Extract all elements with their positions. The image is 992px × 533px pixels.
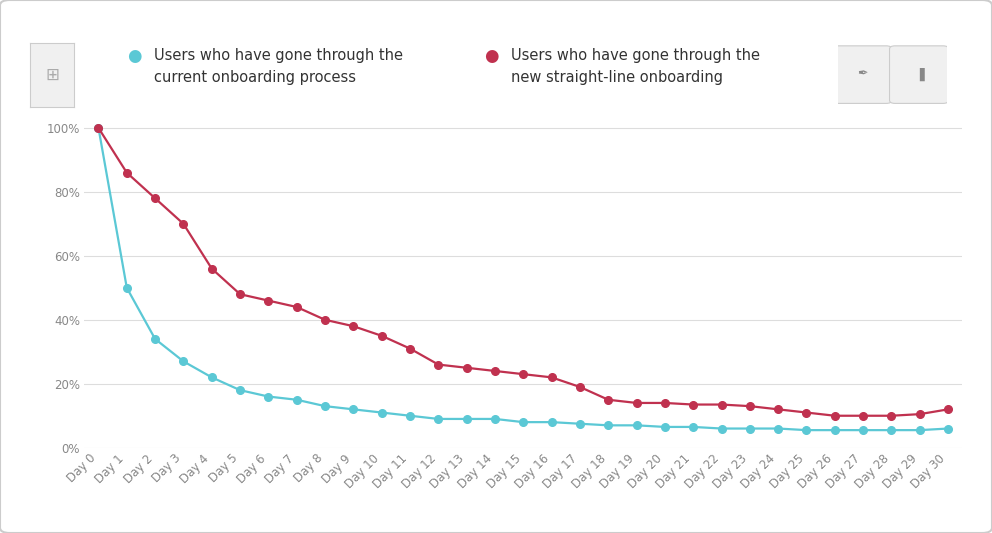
Text: new straight-line onboarding: new straight-line onboarding bbox=[511, 70, 723, 85]
Text: Users who have gone through the: Users who have gone through the bbox=[511, 49, 760, 63]
Text: current onboarding process: current onboarding process bbox=[154, 70, 356, 85]
Text: ▐: ▐ bbox=[915, 68, 924, 81]
FancyBboxPatch shape bbox=[890, 46, 948, 103]
Text: ⊞: ⊞ bbox=[46, 66, 59, 84]
Text: ●: ● bbox=[127, 47, 141, 65]
Text: Users who have gone through the: Users who have gone through the bbox=[154, 49, 403, 63]
Text: ✒: ✒ bbox=[857, 68, 867, 81]
Text: ●: ● bbox=[484, 47, 498, 65]
FancyBboxPatch shape bbox=[832, 46, 892, 103]
